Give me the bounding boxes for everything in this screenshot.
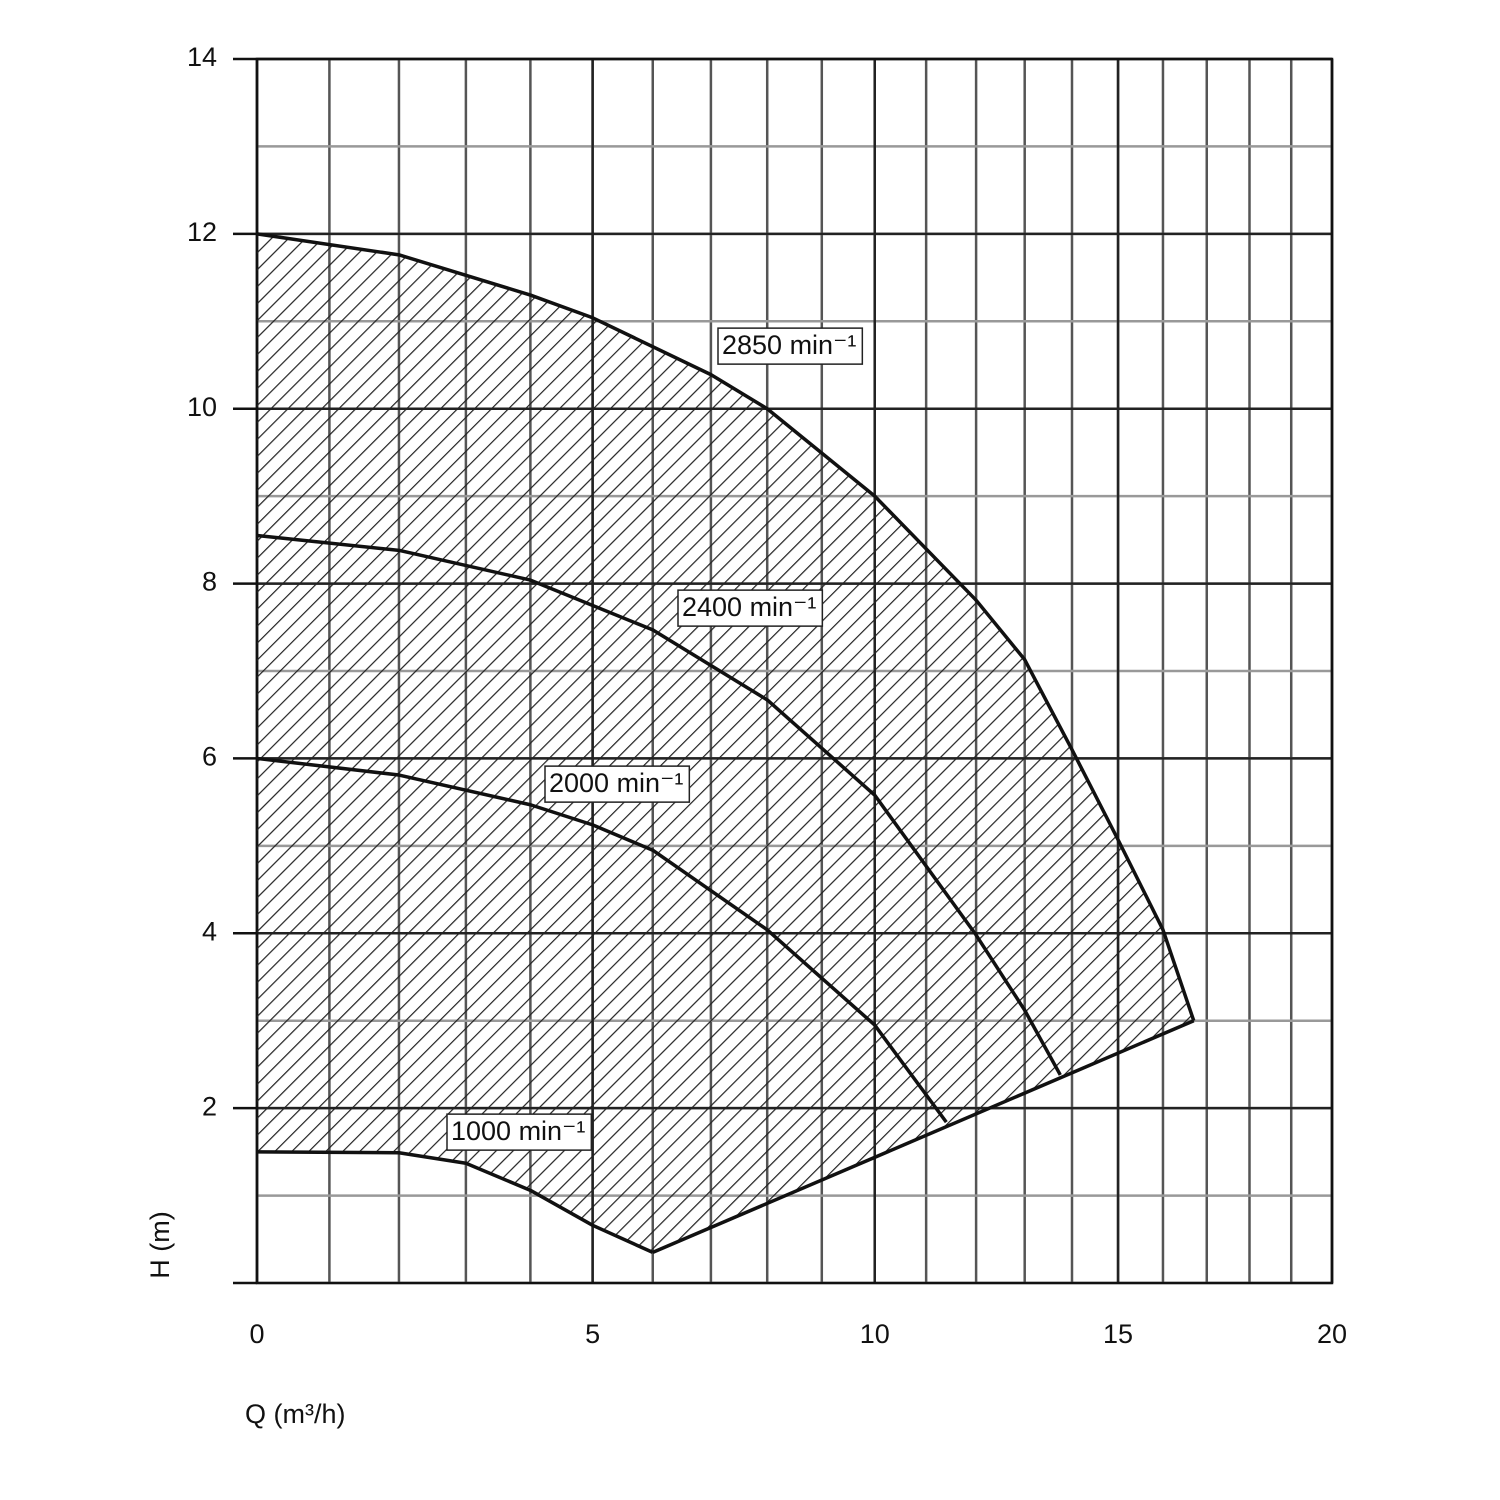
x-tick-label: 5 <box>585 1319 600 1349</box>
x-tick-label: 0 <box>249 1319 264 1349</box>
x-tick-label: 15 <box>1103 1319 1133 1349</box>
curve-label: 2000 min⁻¹ <box>544 765 691 803</box>
curve <box>256 1150 654 1254</box>
y-tick-label: 14 <box>187 42 217 72</box>
area-layer <box>257 233 1194 1253</box>
curve <box>256 756 948 1124</box>
curve-label-text: 2850 min⁻¹ <box>722 330 856 360</box>
y-tick-label: 8 <box>202 567 217 597</box>
label-box <box>446 1113 593 1151</box>
hatched-region <box>257 233 1194 1253</box>
x-axis-label: Q (m³/h) <box>245 1399 346 1429</box>
x-tick-label: 20 <box>1317 1319 1347 1349</box>
curve-label: 2400 min⁻¹ <box>677 589 824 627</box>
y-tick-label: 10 <box>187 392 217 422</box>
curve <box>256 533 1062 1076</box>
curve-label-text: 2400 min⁻¹ <box>682 592 816 622</box>
label-box <box>677 589 824 627</box>
y-axis-label: H (m) <box>145 1211 175 1278</box>
y-tick-label: 2 <box>202 1091 217 1121</box>
curve-label: 1000 min⁻¹ <box>446 1113 593 1151</box>
line-layer <box>256 232 1196 1255</box>
label-layer: 2850 min⁻¹ 2400 min⁻¹ 2000 min⁻¹ 1000 min⁻¹ <box>446 327 864 1151</box>
curve <box>256 232 1196 1022</box>
label-box <box>544 765 691 803</box>
curve <box>652 1019 1195 1255</box>
y-tick-label: 12 <box>187 217 217 247</box>
y-tick-label: 4 <box>202 916 217 946</box>
label-box <box>717 327 864 365</box>
curve-label-text: 2000 min⁻¹ <box>549 768 683 798</box>
y-tick-label: 6 <box>202 742 217 772</box>
curve-label: 2850 min⁻¹ <box>717 327 864 365</box>
x-tick-label: 10 <box>860 1319 890 1349</box>
curve-label-text: 1000 min⁻¹ <box>451 1116 585 1146</box>
